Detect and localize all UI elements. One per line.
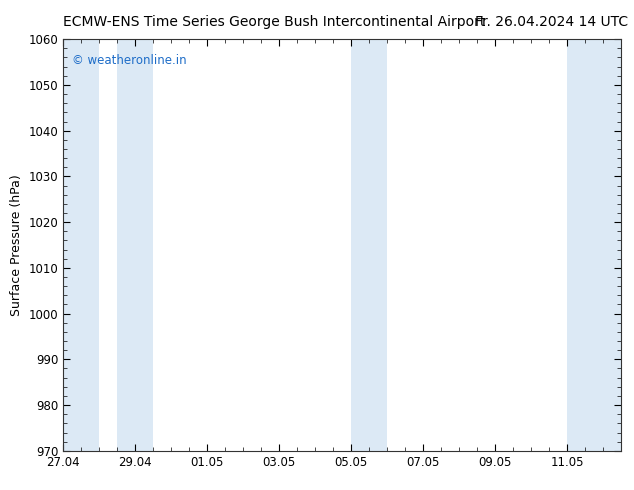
Bar: [63, 39, 100, 451]
Y-axis label: Surface Pressure (hPa): Surface Pressure (hPa): [10, 174, 23, 316]
Bar: [351, 39, 387, 451]
Bar: [567, 39, 621, 451]
Text: © weatheronline.in: © weatheronline.in: [72, 53, 186, 67]
Bar: [117, 39, 153, 451]
Text: ECMW-ENS Time Series George Bush Intercontinental Airport: ECMW-ENS Time Series George Bush Interco…: [63, 15, 486, 29]
Text: Fr. 26.04.2024 14 UTC: Fr. 26.04.2024 14 UTC: [474, 15, 628, 29]
